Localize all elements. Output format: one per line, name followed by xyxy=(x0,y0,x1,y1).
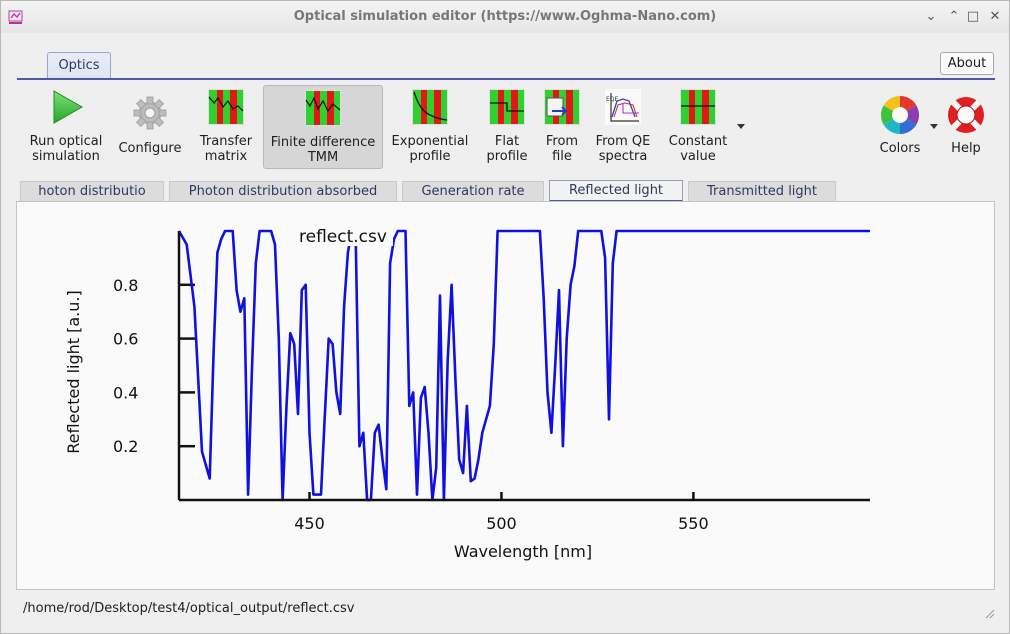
transfer-matrix-button[interactable]: Transfer matrix xyxy=(191,85,261,169)
constant-value-label: Constant value xyxy=(668,134,728,164)
tab-reflected-light[interactable]: Reflected light xyxy=(549,180,683,202)
minimize-icon[interactable]: ⌄ xyxy=(925,9,937,24)
status-file-path: /home/rod/Desktop/test4/optical_output/r… xyxy=(23,601,355,616)
transfer-matrix-icon xyxy=(208,89,244,125)
plot-panel[interactable]: Reflected light [a.u.] Wavelength [nm] 0… xyxy=(16,201,995,590)
colors-label: Colors xyxy=(879,141,921,156)
x-tick-label: 550 xyxy=(678,514,709,533)
finite-difference-tmm-label: Finite difference TMM xyxy=(270,135,376,165)
y-tick-label: 0.4 xyxy=(113,383,138,402)
exponential-profile-icon xyxy=(412,89,448,125)
help-button[interactable]: Help xyxy=(941,85,991,169)
configure-label: Configure xyxy=(118,141,182,156)
tab-transmitted-light[interactable]: Transmitted light xyxy=(688,181,836,201)
window-title: Optical simulation editor (https://www.O… xyxy=(293,9,717,24)
finite-difference-icon xyxy=(305,90,341,126)
shade-icon[interactable]: ⌃ xyxy=(948,9,960,24)
tab-optics[interactable]: Optics xyxy=(47,52,111,78)
finite-difference-tmm-button[interactable]: Finite difference TMM xyxy=(263,85,383,169)
ribbon-divider xyxy=(17,78,995,80)
tab-photon-distribution-absorbed[interactable]: Photon distribution absorbed xyxy=(169,181,397,201)
lifebuoy-icon xyxy=(948,97,984,133)
maximize-icon[interactable]: □ xyxy=(966,9,980,24)
from-qe-spectra-label: From QE spectra xyxy=(595,134,651,164)
exponential-profile-label: Exponential profile xyxy=(391,134,469,164)
y-axis-label: Reflected light [a.u.] xyxy=(64,290,83,453)
help-label: Help xyxy=(951,141,981,156)
flat-profile-icon xyxy=(489,89,525,125)
legend-background xyxy=(293,222,393,246)
colors-dropdown-chevron-icon[interactable] xyxy=(930,124,938,129)
toolbar-overflow-chevron-icon[interactable] xyxy=(737,124,745,129)
flat-profile-label: Flat profile xyxy=(486,134,528,164)
transfer-matrix-label: Transfer matrix xyxy=(199,134,253,164)
chart-title: reflect.csv xyxy=(299,227,387,247)
y-tick-label: 0.8 xyxy=(113,276,138,295)
from-file-button[interactable]: From file xyxy=(539,85,585,169)
resize-grip-icon[interactable] xyxy=(983,607,995,619)
from-file-label: From file xyxy=(545,134,579,164)
exponential-profile-button[interactable]: Exponential profile xyxy=(389,85,471,169)
run-optical-simulation-label: Run optical simulation xyxy=(29,134,103,164)
configure-button[interactable]: Configure xyxy=(115,85,185,169)
about-button[interactable]: About xyxy=(940,52,994,75)
play-icon xyxy=(53,90,84,124)
from-file-icon xyxy=(544,89,580,125)
tab-generation-rate[interactable]: Generation rate xyxy=(402,181,544,201)
constant-value-icon xyxy=(680,89,716,125)
colors-button[interactable]: Colors xyxy=(873,85,927,169)
reflected-light-chart[interactable]: Reflected light [a.u.] Wavelength [nm] 0… xyxy=(17,202,994,589)
x-axis-label: Wavelength [nm] xyxy=(454,542,592,561)
flat-profile-button[interactable]: Flat profile xyxy=(479,85,535,169)
constant-value-button[interactable]: Constant value xyxy=(663,85,733,169)
y-tick-label: 0.6 xyxy=(113,330,138,349)
app-icon xyxy=(8,10,23,24)
y-tick-label: 0.2 xyxy=(113,437,138,456)
title-bar[interactable]: Optical simulation editor (https://www.O… xyxy=(1,1,1009,33)
qe-spectra-icon: EQE xyxy=(605,89,641,125)
reflected-light-series-line xyxy=(177,229,870,502)
svg-text:EQE: EQE xyxy=(606,96,619,103)
close-icon[interactable]: ✕ xyxy=(989,9,1001,24)
color-wheel-icon xyxy=(881,96,919,134)
x-tick-label: 450 xyxy=(294,514,325,533)
run-optical-simulation-button[interactable]: Run optical simulation xyxy=(23,85,109,169)
from-qe-spectra-button[interactable]: EQE From QE spectra xyxy=(589,85,657,169)
tab-photon-distribution[interactable]: hoton distributio xyxy=(20,181,164,201)
gear-icon xyxy=(133,96,167,130)
x-tick-label: 500 xyxy=(486,514,517,533)
